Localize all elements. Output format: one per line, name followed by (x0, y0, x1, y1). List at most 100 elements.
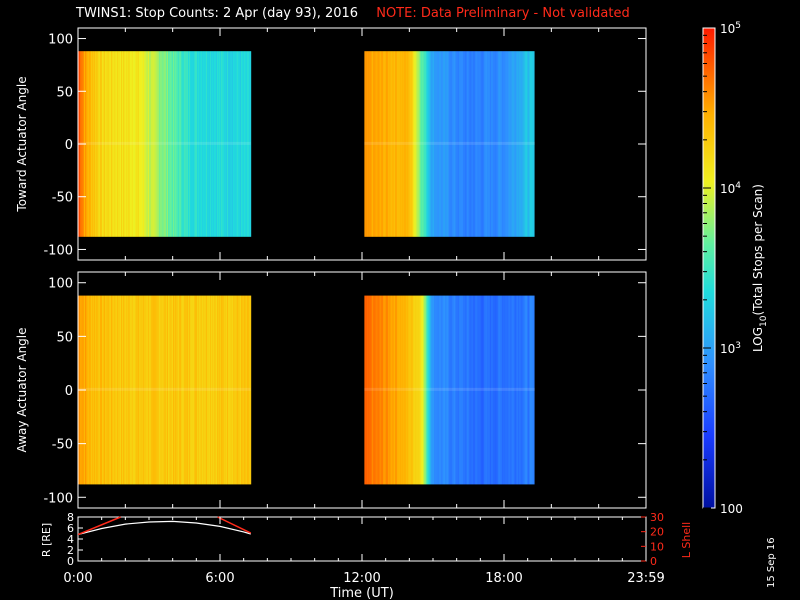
radius-tick-label: 8 (67, 511, 74, 524)
heat-column (249, 51, 251, 237)
heat-column (249, 295, 251, 485)
heat-column (532, 51, 534, 237)
heat-column (96, 295, 98, 485)
colorbar-tick-label: 103 (720, 341, 741, 356)
heat-column (506, 51, 508, 237)
heat-column (186, 295, 188, 485)
radius-tick-label: 4 (67, 533, 74, 546)
heat-column (446, 295, 448, 485)
heat-column (430, 51, 432, 237)
heat-column (243, 51, 245, 237)
heat-column (137, 295, 139, 485)
heat-column (114, 51, 116, 237)
heat-column (184, 51, 186, 237)
heat-column (441, 295, 443, 485)
heat-column (514, 51, 516, 237)
heat-column (242, 51, 244, 237)
heat-column (459, 295, 461, 485)
heat-column (519, 295, 521, 485)
heat-column (427, 51, 429, 237)
heat-column (481, 295, 483, 485)
heat-column (96, 51, 98, 237)
heat-column (215, 295, 217, 485)
colorbar-gradient (702, 27, 716, 509)
heat-column (456, 295, 458, 485)
heat-column (387, 51, 389, 237)
heat-column (443, 295, 445, 485)
heat-column (508, 295, 510, 485)
heat-column (364, 295, 366, 485)
heat-column (527, 295, 529, 485)
heat-column (507, 51, 509, 237)
heat-column (131, 51, 133, 237)
heat-column (176, 51, 178, 237)
colorbar-ticks: 105 104 103 100 (703, 21, 743, 516)
heat-column (396, 295, 398, 485)
heat-column (193, 295, 195, 485)
heat-column (170, 295, 172, 485)
heat-column (376, 51, 378, 237)
heat-column (488, 51, 490, 237)
heat-column (212, 295, 214, 485)
heat-column (426, 295, 428, 485)
heat-column (426, 51, 428, 237)
heat-column (186, 51, 188, 237)
heat-column (403, 295, 405, 485)
heat-column (369, 51, 371, 237)
heat-column (92, 51, 94, 237)
heat-column (122, 51, 124, 237)
heat-column (132, 295, 134, 485)
heat-column (197, 295, 199, 485)
heat-column (178, 51, 180, 237)
heat-column (464, 51, 466, 237)
heat-column (126, 295, 128, 485)
heat-column (143, 51, 145, 237)
heat-column (483, 295, 485, 485)
heat-column (117, 295, 119, 485)
heat-column (222, 51, 224, 237)
heat-column (385, 51, 387, 237)
heat-column (383, 51, 385, 237)
heat-column (511, 51, 513, 237)
heat-column (473, 295, 475, 485)
heat-column (146, 51, 148, 237)
ylabel-lshell: L Shell (680, 522, 693, 558)
heat-column (453, 51, 455, 237)
heat-column (368, 51, 370, 237)
heat-column (134, 51, 136, 237)
heat-column (86, 295, 88, 485)
heat-column (443, 51, 445, 237)
heat-column (404, 51, 406, 237)
heat-column (409, 51, 411, 237)
heat-column (246, 295, 248, 485)
heat-column (419, 295, 421, 485)
heat-column (244, 51, 246, 237)
heat-column (401, 295, 403, 485)
heat-column (406, 51, 408, 237)
heat-column (444, 295, 446, 485)
heat-column (367, 51, 369, 237)
heat-column (101, 295, 103, 485)
heat-column (171, 51, 173, 237)
heat-column (461, 295, 463, 485)
heat-column (118, 51, 120, 237)
heat-column (168, 51, 170, 237)
heat-column (459, 51, 461, 237)
heat-column (410, 295, 412, 485)
heat-column (452, 295, 454, 485)
heat-column (118, 295, 120, 485)
heat-column (239, 295, 241, 485)
heat-column (172, 295, 174, 485)
heat-column (428, 51, 430, 237)
heat-column (245, 295, 247, 485)
y-tick-label: 50 (56, 85, 73, 100)
heat-column (492, 51, 494, 237)
heat-column (189, 51, 191, 237)
heat-column (228, 51, 230, 237)
colorbar: 105 104 103 100 LOG10(Total Stops per Scan) (702, 21, 769, 516)
heat-column (390, 51, 392, 237)
y-tick-label: 100 (48, 33, 73, 48)
heat-column (131, 295, 133, 485)
heat-column (204, 51, 206, 237)
heat-column (528, 51, 530, 237)
